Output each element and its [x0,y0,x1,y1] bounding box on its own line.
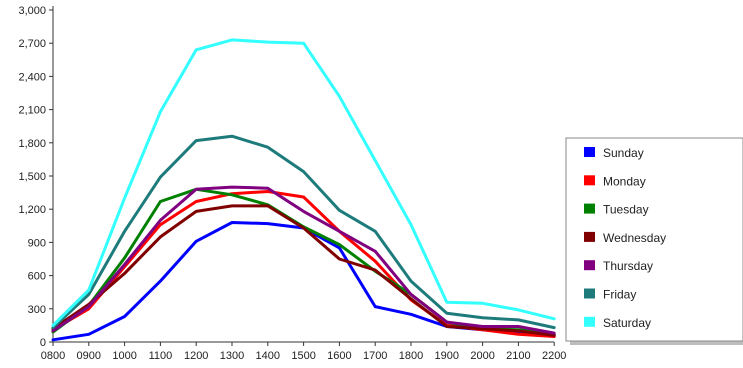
y-tick-label: 1,800 [18,138,46,150]
series-line-thursday [51,185,556,335]
y-tick-label: 1,500 [18,171,46,183]
series-line-friday [51,134,556,330]
y-tick-label: 300 [28,304,46,316]
x-tick-label: 1400 [256,350,280,362]
legend-label: Saturday [603,316,651,330]
x-tick-label: 0900 [77,350,101,362]
y-tick-label: 1,200 [18,204,46,216]
legend: Sunday Monday Tuesday Wednesday Thursday Frid… [565,137,743,345]
y-axis: 0 300 600 900 1,200 1,500 1,800 2,100 2,400 2,700… [18,5,54,349]
legend-label: Tuesday [603,203,649,217]
x-tick-label: 1000 [112,350,136,362]
y-tick-label: 0 [40,337,46,349]
x-tick-label: 2100 [506,350,530,362]
series-line-wednesday [51,204,556,337]
y-tick-label: 3,000 [18,5,46,17]
legend-swatch [584,231,595,242]
x-tick-label: 1700 [363,350,387,362]
legend-label: Thursday [603,259,653,273]
legend-swatch [584,175,595,186]
x-tick-label: 2000 [470,350,494,362]
legend-label: Monday [603,174,646,188]
legend-swatch [584,147,595,157]
series-lines [51,38,556,342]
series-line-sunday [51,221,556,342]
y-tick-label: 2,100 [18,105,46,117]
x-tick-label: 1800 [399,350,423,362]
legend-label: Friday [603,288,636,302]
x-tick-label: 0800 [41,350,65,362]
x-tick-label: 1300 [220,350,244,362]
x-tick-label: 1900 [435,350,459,362]
y-tick-label: 2,700 [18,38,46,50]
y-tick-label: 900 [28,237,46,249]
legend-label: Sunday [603,146,644,160]
legend-swatch [584,260,595,271]
x-tick-label: 2200 [542,350,566,362]
x-tick-label: 1600 [327,350,351,362]
x-axis: 0800 0900 1000 1100 1200 1300 1400 1500 1600 1700… [41,341,566,362]
legend-swatch [584,316,595,327]
y-tick-label: 600 [28,271,46,283]
legend-box [565,137,743,342]
x-tick-label: 1100 [149,350,173,362]
x-tick-label: 1500 [291,350,315,362]
series-line-saturday [51,38,556,327]
legend-label: Wednesday [603,231,666,245]
legend-swatch [584,203,595,214]
y-tick-label: 2,400 [18,71,46,83]
x-tick-label: 1200 [184,350,208,362]
legend-swatch [584,288,595,299]
